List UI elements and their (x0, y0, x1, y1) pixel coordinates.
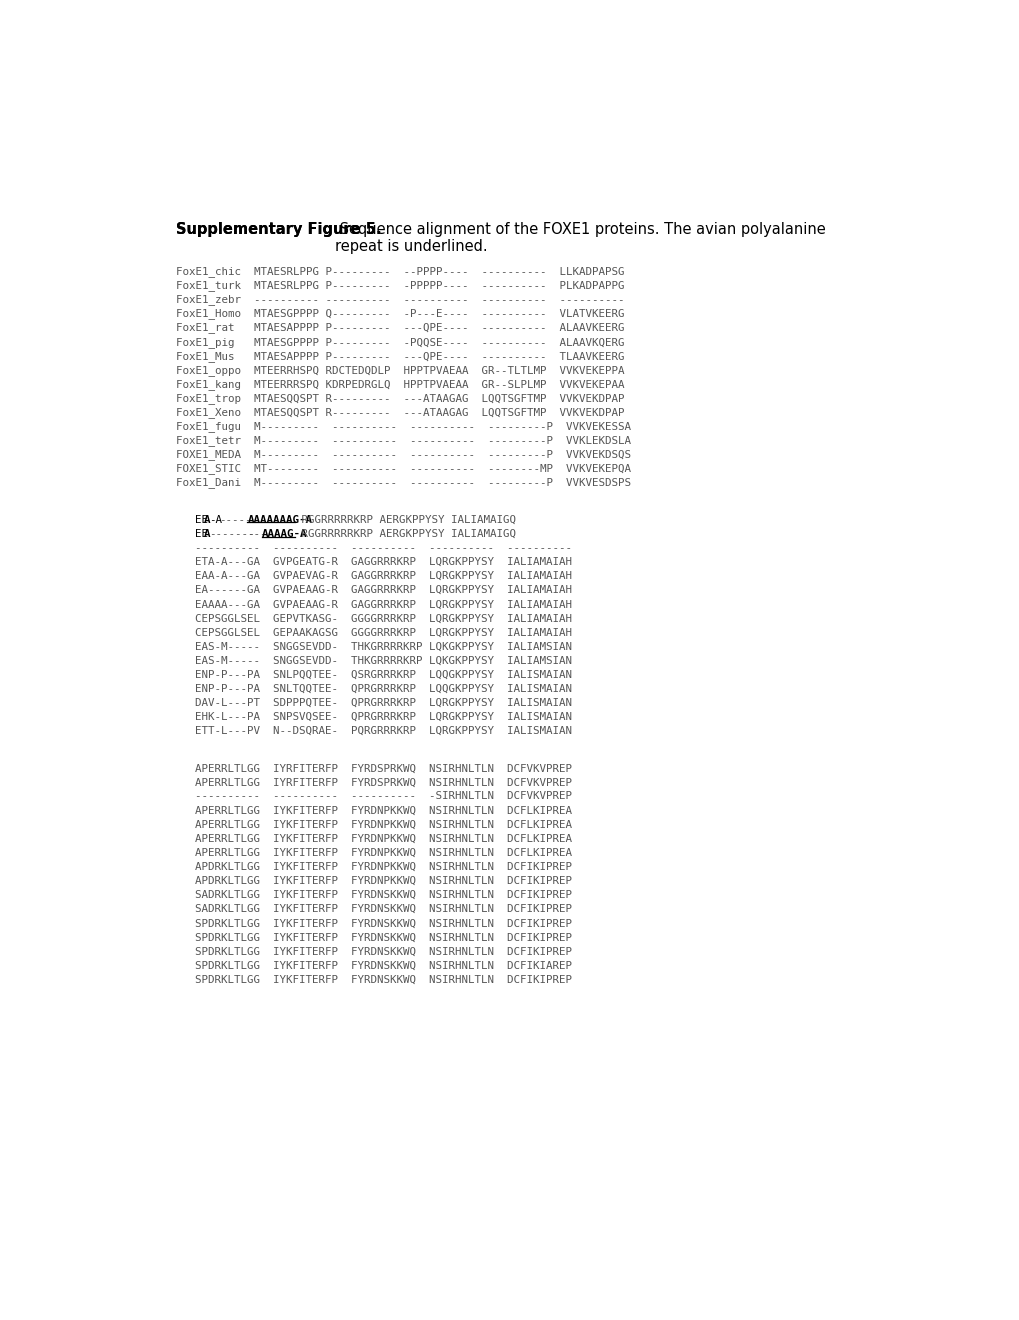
Text: AAAAAAAG-A: AAAAAAAG-A (248, 515, 312, 525)
Text: EA------GA  GVPAEAAG-R  GAGGRRRKRP  LQRGKPPYSY  IALIAMAIAH: EA------GA GVPAEAAG-R GAGGRRRKRP LQRGKPP… (195, 585, 571, 595)
Text: APERRLTLGG  IYRFITERFP  FYRDSPRKWQ  NSIRHNLTLN  DCFVKVPREP: APERRLTLGG IYRFITERFP FYRDSPRKWQ NSIRHNL… (195, 763, 571, 774)
Text: SPDRKLTLGG  IYKFITERFP  FYRDNSKKWQ  NSIRHNLTLN  DCFIKIPREP: SPDRKLTLGG IYKFITERFP FYRDNSKKWQ NSIRHNL… (195, 974, 571, 985)
Text: SADRKLTLGG  IYKFITERFP  FYRDNSKKWQ  NSIRHNLTLN  DCFIKIPREP: SADRKLTLGG IYKFITERFP FYRDNSKKWQ NSIRHNL… (195, 890, 571, 900)
Text: EAA-A---GA  GVPAEVAG-R  GAGGRRRKRP  LQRGKPPYSY  IALIAMAIAH: EAA-A---GA GVPAEVAG-R GAGGRRRKRP LQRGKPP… (195, 572, 571, 581)
Text: Supplementary Figure 5. Sequence alignment of the FOXE1 proteins. The avian poly: Supplementary Figure 5. Sequence alignme… (175, 222, 846, 253)
Text: ----------  ----------  ----------  ----------  ----------: ---------- ---------- ---------- -------… (195, 543, 571, 553)
Text: A: A (204, 515, 211, 525)
Text: SPDRKLTLGG  IYKFITERFP  FYRDNSKKWQ  NSIRHNLTLN  DCFIKIPREP: SPDRKLTLGG IYKFITERFP FYRDNSKKWQ NSIRHNL… (195, 946, 571, 957)
Text: EAAAA---GA  GVPAEAAG-R  GAGGRRRKRP  LQRGKPPYSY  IALIAMAIAH: EAAAA---GA GVPAEAAG-R GAGGRRRKRP LQRGKPP… (195, 599, 571, 610)
Text: ETT-L---PV  N--DSQRAE-  PQRGRRRKRP  LQRGKPPYSY  IALISMAIAN: ETT-L---PV N--DSQRAE- PQRGRRRKRP LQRGKPP… (195, 726, 571, 737)
Text: RGGRRRRRKRP AERGKPPYSY IALIAMAIGQ: RGGRRRRRKRP AERGKPPYSY IALIAMAIGQ (294, 515, 516, 525)
Text: APERRLTLGG  IYKFITERFP  FYRDNPKKWQ  NSIRHNLTLN  DCFLKIPREA: APERRLTLGG IYKFITERFP FYRDNPKKWQ NSIRHNL… (195, 834, 571, 843)
Text: CEPSGGLSEL  GEPAAKAGSG  GGGGRRRKRP  LQRGKPPYSY  IALIAMAIAH: CEPSGGLSEL GEPAAKAGSG GGGGRRRKRP LQRGKPP… (195, 627, 571, 638)
Text: FoxE1_Mus   MTAESAPPPP P---------  ---QPE----  ----------  TLAAVKEERG: FoxE1_Mus MTAESAPPPP P--------- ---QPE--… (175, 351, 624, 362)
Text: DAV-L---PT  SDPPPQTEE-  QPRGRRRKRP  LQRGKPPYSY  IALISMAIAN: DAV-L---PT SDPPPQTEE- QPRGRRRKRP LQRGKPP… (195, 698, 571, 708)
Text: FoxE1_Dani  M---------  ----------  ----------  ---------P  VVKVESDSPS: FoxE1_Dani M--------- ---------- -------… (175, 478, 630, 488)
Text: SPDRKLTLGG  IYKFITERFP  FYRDNSKKWQ  NSIRHNLTLN  DCFIKIPREP: SPDRKLTLGG IYKFITERFP FYRDNSKKWQ NSIRHNL… (195, 932, 571, 942)
Text: FOXE1_MEDA  M---------  ----------  ----------  ---------P  VVKVEKDSQS: FOXE1_MEDA M--------- ---------- -------… (175, 449, 630, 461)
Text: ---: --- (248, 529, 267, 539)
Text: APERRLTLGG  IYKFITERFP  FYRDNPKKWQ  NSIRHNLTLN  DCFLKIPREA: APERRLTLGG IYKFITERFP FYRDNPKKWQ NSIRHNL… (195, 820, 571, 830)
Text: FoxE1_turk  MTAESRLPPG P---------  -PPPPP----  ----------  PLKADPAPPG: FoxE1_turk MTAESRLPPG P--------- -PPPPP-… (175, 280, 624, 292)
Text: EE: EE (195, 529, 208, 539)
Text: Sequence alignment of the FOXE1 proteins. The avian polyalanine
repeat is underl: Sequence alignment of the FOXE1 proteins… (334, 222, 824, 253)
Text: SPDRKLTLGG  IYKFITERFP  FYRDNSKKWQ  NSIRHNLTLN  DCFIKIAREP: SPDRKLTLGG IYKFITERFP FYRDNSKKWQ NSIRHNL… (195, 961, 571, 970)
Text: A: A (204, 529, 211, 539)
Text: Supplementary Figure 5.: Supplementary Figure 5. (175, 222, 381, 236)
Text: CEPSGGLSEL  GEPVTKASG-  GGGGRRRKRP  LQRGKPPYSY  IALIAMAIAH: CEPSGGLSEL GEPVTKASG- GGGGRRRKRP LQRGKPP… (195, 614, 571, 623)
Text: FoxE1_trop  MTAESQQSPT R---------  ---ATAAGAG  LQQTSGFTMP  VVKVEKDPAP: FoxE1_trop MTAESQQSPT R--------- ---ATAA… (175, 393, 624, 404)
Text: FoxE1_chic  MTAESRLPPG P---------  --PPPP----  ----------  LLKADPAPSG: FoxE1_chic MTAESRLPPG P--------- --PPPP-… (175, 267, 624, 277)
Text: FoxE1_oppo  MTEERRHSPQ RDCTEDQDLP  HPPTPVAEAA  GR--TLTLMP  VVKVEKEPPA: FoxE1_oppo MTEERRHSPQ RDCTEDQDLP HPPTPVA… (175, 364, 624, 376)
Text: -------: ------- (209, 529, 255, 539)
Text: SPDRKLTLGG  IYKFITERFP  FYRDNSKKWQ  NSIRHNLTLN  DCFIKIPREP: SPDRKLTLGG IYKFITERFP FYRDNSKKWQ NSIRHNL… (195, 919, 571, 928)
Text: APERRLTLGG  IYKFITERFP  FYRDNPKKWQ  NSIRHNLTLN  DCFLKIPREA: APERRLTLGG IYKFITERFP FYRDNPKKWQ NSIRHNL… (195, 847, 571, 858)
Text: -----: ----- (218, 515, 251, 525)
Text: EAS-M-----  SNGGSEVDD-  THKGRRRRKRP LQKGKPPYSY  IALIAMSIAN: EAS-M----- SNGGSEVDD- THKGRRRRKRP LQKGKP… (195, 656, 571, 665)
Text: RGGRRRRRKRP AERGKPPYSY IALIAMAIGQ: RGGRRRRRKRP AERGKPPYSY IALIAMAIGQ (294, 529, 516, 539)
Text: Supplementary Figure 5.: Supplementary Figure 5. (175, 222, 381, 236)
Text: SADRKLTLGG  IYKFITERFP  FYRDNSKKWQ  NSIRHNLTLN  DCFIKIPREP: SADRKLTLGG IYKFITERFP FYRDNSKKWQ NSIRHNL… (195, 904, 571, 915)
Text: FoxE1_fugu  M---------  ----------  ----------  ---------P  VVKVEKESSA: FoxE1_fugu M--------- ---------- -------… (175, 421, 630, 432)
Text: ENP-P---PA  SNLTQQTEE-  QPRGRRRKRP  LQQGKPPYSY  IALISMAIAN: ENP-P---PA SNLTQQTEE- QPRGRRRKRP LQQGKPP… (195, 684, 571, 694)
Text: FoxE1_pig   MTAESGPPPP P---------  -PQQSE----  ----------  ALAAVKQERG: FoxE1_pig MTAESGPPPP P--------- -PQQSE--… (175, 337, 624, 347)
Text: FOXE1_STIC  MT--------  ----------  ----------  --------MP  VVKVEKEPQA: FOXE1_STIC MT-------- ---------- -------… (175, 463, 630, 474)
Text: APDRKLTLGG  IYKFITERFP  FYRDNPKKWQ  NSIRHNLTLN  DCFIKIPREP: APDRKLTLGG IYKFITERFP FYRDNPKKWQ NSIRHNL… (195, 876, 571, 886)
Text: EAS-M-----  SNGGSEVDD-  THKGRRRRKRP LQKGKPPYSY  IALIAMSIAN: EAS-M----- SNGGSEVDD- THKGRRRRKRP LQKGKP… (195, 642, 571, 652)
Text: FoxE1_rat   MTAESAPPPP P---------  ---QPE----  ----------  ALAAVKEERG: FoxE1_rat MTAESAPPPP P--------- ---QPE--… (175, 322, 624, 334)
Text: AAAAG-A: AAAAG-A (262, 529, 307, 539)
Text: ETA-A---GA  GVPGEATG-R  GAGGRRRKRP  LQRGKPPYSY  IALIAMAIAH: ETA-A---GA GVPGEATG-R GAGGRRRKRP LQRGKPP… (195, 557, 571, 568)
Text: FoxE1_zebr  ---------- ----------  ----------  ----------  ----------: FoxE1_zebr ---------- ---------- -------… (175, 294, 624, 305)
Text: ----------  ----------  ----------  -SIRHNLTLN  DCFVKVPREP: ---------- ---------- ---------- -SIRHNL… (195, 792, 571, 801)
Text: APERRLTLGG  IYRFITERFP  FYRDSPRKWQ  NSIRHNLTLN  DCFVKVPREP: APERRLTLGG IYRFITERFP FYRDSPRKWQ NSIRHNL… (195, 777, 571, 788)
Text: EHK-L---PA  SNPSVQSEE-  QPRGRRRKRP  LQRGKPPYSY  IALISMAIAN: EHK-L---PA SNPSVQSEE- QPRGRRRKRP LQRGKPP… (195, 711, 571, 722)
Text: FoxE1_Xeno  MTAESQQSPT R---------  ---ATAAGAG  LQQTSGFTMP  VVKVEKDPAP: FoxE1_Xeno MTAESQQSPT R--------- ---ATAA… (175, 407, 624, 418)
Text: FoxE1_tetr  M---------  ----------  ----------  ---------P  VVKLEKDSLA: FoxE1_tetr M--------- ---------- -------… (175, 436, 630, 446)
Text: -A: -A (209, 515, 222, 525)
Text: ENP-P---PA  SNLPQQTEE-  QSRGRRRKRP  LQQGKPPYSY  IALISMAIAN: ENP-P---PA SNLPQQTEE- QSRGRRRKRP LQQGKPP… (195, 669, 571, 680)
Text: EE: EE (195, 515, 208, 525)
Text: APERRLTLGG  IYKFITERFP  FYRDNPKKWQ  NSIRHNLTLN  DCFLKIPREA: APERRLTLGG IYKFITERFP FYRDNPKKWQ NSIRHNL… (195, 805, 571, 816)
Text: FoxE1_kang  MTEERRRSPQ KDRPEDRGLQ  HPPTPVAEAA  GR--SLPLMP  VVKVEKEPAA: FoxE1_kang MTEERRRSPQ KDRPEDRGLQ HPPTPVA… (175, 379, 624, 389)
Text: APDRKLTLGG  IYKFITERFP  FYRDNPKKWQ  NSIRHNLTLN  DCFIKIPREP: APDRKLTLGG IYKFITERFP FYRDNPKKWQ NSIRHNL… (195, 862, 571, 873)
Text: FoxE1_Homo  MTAESGPPPP Q---------  -P---E----  ----------  VLATVKEERG: FoxE1_Homo MTAESGPPPP Q--------- -P---E-… (175, 309, 624, 319)
